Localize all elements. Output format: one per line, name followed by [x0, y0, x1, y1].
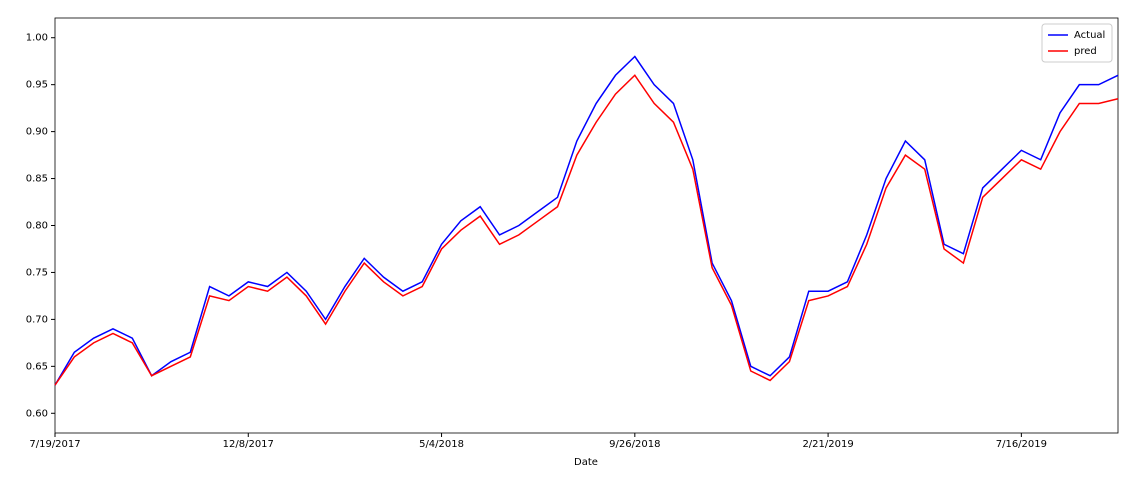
legend-label: Actual — [1074, 30, 1105, 41]
plot-area — [54, 17, 1119, 434]
y-tick-label: 1.00 — [26, 33, 48, 44]
y-tick-label: 0.60 — [26, 408, 48, 419]
x-tick-label: 9/26/2018 — [609, 439, 660, 450]
y-tick-label: 0.65 — [26, 361, 48, 372]
y-tick-label: 0.75 — [26, 267, 48, 278]
x-tick-label: 7/16/2019 — [996, 439, 1047, 450]
y-tick-label: 0.70 — [26, 314, 48, 325]
x-axis-label: Date — [574, 457, 598, 468]
x-tick-label: 2/21/2019 — [802, 439, 853, 450]
x-tick-label: 12/8/2017 — [223, 439, 274, 450]
y-tick-label: 0.80 — [26, 221, 48, 232]
y-tick-label: 0.90 — [26, 127, 48, 138]
series-line — [54, 74, 1119, 386]
series-line — [54, 55, 1119, 386]
legend-label: pred — [1074, 46, 1097, 57]
x-tick-label: 5/4/2018 — [419, 439, 464, 450]
x-tick-label: 7/19/2017 — [29, 439, 80, 450]
legend-box — [1041, 23, 1113, 63]
y-tick-label: 0.95 — [26, 80, 48, 91]
y-tick-label: 0.85 — [26, 174, 48, 185]
